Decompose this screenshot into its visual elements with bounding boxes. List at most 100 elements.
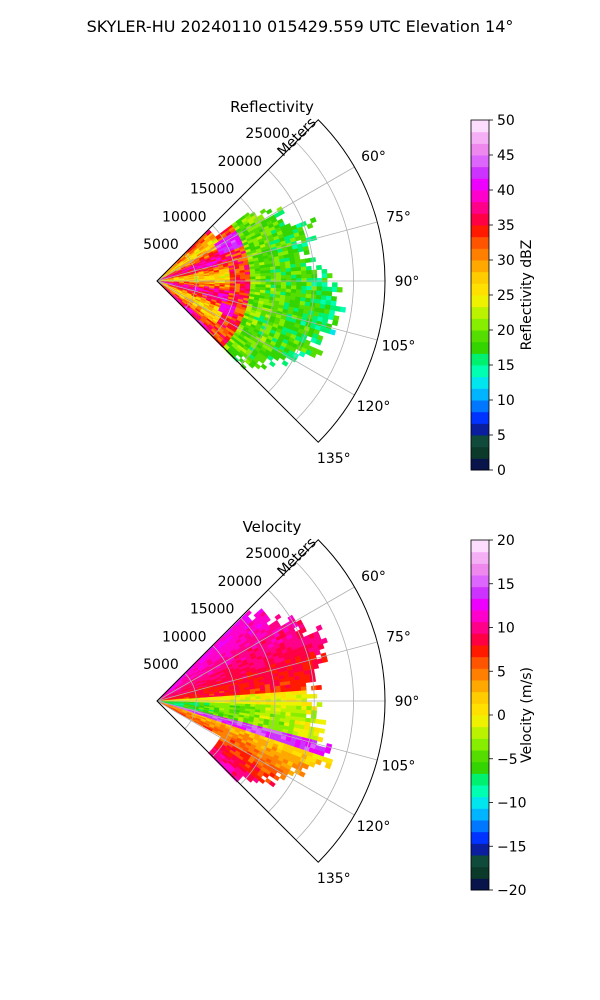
colorbar-tick-label: −15 [497, 839, 527, 855]
colorbar-swatch [471, 703, 489, 716]
colorbar-tick-label: 40 [497, 183, 515, 199]
theta-gridline [156, 586, 355, 702]
colorbar-tick-label: 10 [497, 393, 515, 409]
colorbar-swatch [471, 166, 489, 179]
colorbar-tick-label: 35 [497, 218, 515, 234]
colorbar-swatch [471, 773, 489, 786]
colorbar-swatch [471, 446, 489, 459]
colorbar-tick-label: −10 [497, 796, 527, 812]
theta-tick-label: 120° [357, 819, 391, 835]
colorbar-swatch [471, 295, 489, 308]
colorbar-swatch [471, 878, 489, 891]
colorbar-swatch [471, 796, 489, 809]
theta-gridline [156, 700, 355, 816]
theta-tick-label: 60° [361, 569, 386, 585]
colorbar-swatch [471, 306, 489, 319]
colorbar-swatch [471, 376, 489, 389]
colorbar-tick-label: 0 [497, 463, 506, 479]
theta-tick-label: 135° [317, 451, 351, 467]
colorbar-swatch [471, 855, 489, 868]
range-tick-label: 15000 [190, 182, 235, 198]
colorbar-swatch [471, 143, 489, 156]
colorbar-swatch [471, 353, 489, 366]
range-tick-label: 20000 [218, 154, 263, 170]
colorbar-tick-label: 20 [497, 533, 515, 549]
colorbar-swatch [471, 575, 489, 588]
colorbar-swatch [471, 843, 489, 856]
colorbar-swatch [471, 341, 489, 354]
colorbar-swatch [471, 738, 489, 751]
colorbar-swatch [471, 236, 489, 249]
range-tick-label: 5000 [143, 657, 179, 673]
colorbar-tick-label: 5 [497, 428, 506, 444]
range-tick-label: 10000 [162, 629, 207, 645]
colorbar-swatch [471, 610, 489, 623]
colorbar: 0 5 10 15 20 25 30 35 40 45 50 Reflectivity dBZ [470, 113, 535, 479]
colorbar-swatch [471, 201, 489, 214]
colorbar-tick-label: 30 [497, 253, 515, 269]
colorbar-tick-label: 15 [497, 577, 515, 593]
colorbar-swatch [471, 365, 489, 378]
colorbar-swatch [471, 423, 489, 436]
colorbar-swatch [471, 633, 489, 646]
colorbar-tick-label: 15 [497, 358, 515, 374]
colorbar-swatch [471, 411, 489, 424]
colorbar-swatch [471, 155, 489, 168]
colorbar-swatch [471, 645, 489, 658]
colorbar-label: Reflectivity dBZ [519, 240, 535, 351]
colorbar-tick-label: 0 [497, 708, 506, 724]
theta-tick-label: 75° [386, 629, 411, 645]
sector-frame [156, 539, 386, 863]
panel-title: Velocity [243, 518, 302, 536]
colorbar-swatch [471, 318, 489, 331]
theta-tick-label: 135° [317, 871, 351, 887]
colorbar-swatch [471, 668, 489, 681]
colorbar-tick-label: 45 [497, 148, 515, 164]
colorbar-swatch [471, 680, 489, 693]
colorbar-label: Velocity (m/s) [519, 667, 535, 763]
theta-tick-label: 90° [395, 274, 420, 290]
colorbar-swatch [471, 283, 489, 296]
figure-title: SKYLER-HU 20240110 015429.559 UTC Elevat… [87, 17, 514, 36]
colorbar-swatch [471, 330, 489, 343]
range-tick-label: 10000 [162, 209, 207, 225]
colorbar-swatch [471, 820, 489, 833]
colorbar-swatch [471, 400, 489, 413]
colorbar-tick-label: −20 [497, 883, 527, 899]
colorbar-swatch [471, 225, 489, 238]
colorbar-swatch [471, 458, 489, 471]
theta-tick-label: 90° [395, 694, 420, 710]
colorbar-swatch [471, 131, 489, 144]
range-tick-label: 25000 [245, 546, 290, 562]
theta-gridline [156, 641, 378, 702]
theta-gridline [156, 221, 378, 282]
panel-title: Reflectivity [230, 98, 314, 116]
colorbar-swatch [471, 715, 489, 728]
colorbar-swatch [471, 540, 489, 553]
reflectivity-panel: Reflectivity 5000 10000 15000 20000 25000 60° 7… [143, 98, 535, 479]
theta-gridline [156, 280, 355, 396]
sector-frame [156, 119, 386, 443]
range-tick-label: 20000 [218, 574, 263, 590]
colorbar-swatch [471, 656, 489, 669]
colorbar-swatch [471, 586, 489, 599]
radar-field [157, 206, 347, 371]
theta-tick-label: 120° [357, 399, 391, 415]
range-tick-label: 15000 [190, 602, 235, 618]
colorbar-swatch [471, 388, 489, 401]
colorbar-swatch [471, 178, 489, 191]
colorbar: −20 −15 −10 −5 0 5 10 15 20 Velocity (m/s) [470, 533, 535, 899]
colorbar-swatch [471, 271, 489, 284]
theta-gridline [156, 700, 378, 761]
colorbar-swatch [471, 691, 489, 704]
colorbar-tick-label: 20 [497, 323, 515, 339]
colorbar-swatch [471, 260, 489, 273]
colorbar-tick-label: 10 [497, 621, 515, 637]
colorbar-swatch [471, 761, 489, 774]
colorbar-swatch [471, 435, 489, 448]
colorbar-swatch [471, 551, 489, 564]
colorbar-tick-label: 5 [497, 664, 506, 680]
colorbar-tick-label: 25 [497, 288, 515, 304]
theta-tick-label: 60° [361, 149, 386, 165]
